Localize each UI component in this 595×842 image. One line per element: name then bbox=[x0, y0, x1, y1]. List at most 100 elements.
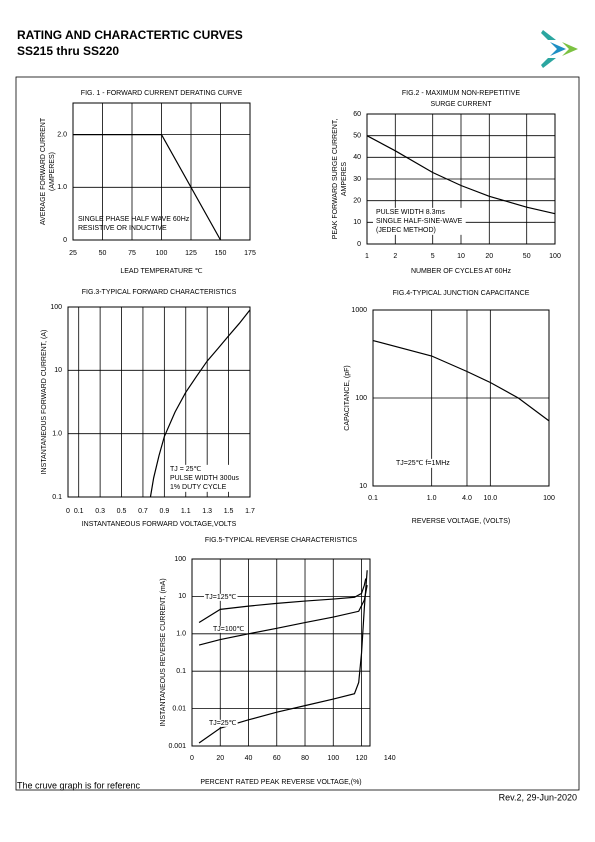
x-axis-label: LEAD TEMPERATURE ℃ bbox=[120, 268, 202, 275]
x-tick-label: 1.7 bbox=[245, 508, 255, 515]
x-tick-label: 4.0 bbox=[462, 495, 472, 502]
annotation-text: PULSE WIDTH 8.3ms bbox=[376, 209, 445, 216]
y-tick-label: 1.0 bbox=[52, 431, 62, 438]
x-tick-label: 1.1 bbox=[181, 508, 191, 515]
x-tick-label: 150 bbox=[215, 250, 227, 257]
chart: FIG.5-TYPICAL REVERSE CHARACTERISTICS 0 20… bbox=[160, 537, 396, 786]
x-axis-label: REVERSE VOLTAGE, (VOLTS) bbox=[412, 518, 510, 525]
header-subtitle: SS215 thru SS220 bbox=[17, 44, 119, 58]
annotation: SINGLE PHASE HALF WAVE 60Hz RESISTIVE OR … bbox=[78, 216, 190, 232]
x-axis-label: INSTANTANEOUS FORWARD VOLTAGE,VOLTS bbox=[82, 521, 237, 528]
series-label: TJ=125℃ bbox=[204, 593, 238, 601]
chart-title: FIG. 1 - FORWARD CURRENT DERATING CURVE bbox=[81, 90, 243, 97]
curve bbox=[198, 578, 367, 624]
annotation-box bbox=[393, 458, 454, 468]
y-tick-label: 50 bbox=[353, 133, 361, 140]
x-tick-label: 100 bbox=[549, 253, 561, 260]
y-axis-label: AMPERES bbox=[341, 162, 348, 197]
series-label-text: TJ=100℃ bbox=[213, 626, 245, 633]
chart-title: FIG.3-TYPICAL FORWARD CHARACTERISTICS bbox=[82, 289, 237, 296]
y-tick-label: 0.01 bbox=[172, 705, 186, 712]
y-tick-label: 30 bbox=[353, 176, 361, 183]
x-axis-label: PERCENT RATED PEAK REVERSE VOLTAGE,(%) bbox=[200, 779, 361, 786]
annotation: PULSE WIDTH 8.3ms SINGLE HALF-SINE-WAVE (J… bbox=[373, 207, 466, 235]
annotation: TJ = 25℃ PULSE WIDTH 300us 1% DUTY CYCLE bbox=[167, 464, 243, 492]
curve bbox=[73, 134, 222, 241]
y-axis-label: PEAK FORWARD SURGE CURRENT, bbox=[332, 119, 339, 240]
annotation-text: (JEDEC METHOD) bbox=[376, 227, 436, 234]
chart-title: FIG.4-TYPICAL JUNCTION CAPACITANCE bbox=[393, 290, 530, 297]
x-tick-label: 175 bbox=[244, 250, 256, 257]
annotation-text: SINGLE PHASE HALF WAVE 60Hz bbox=[78, 216, 190, 223]
y-axis-label: CAPACITANCE, (pF) bbox=[344, 365, 351, 430]
x-tick-label: 20 bbox=[216, 755, 224, 762]
y-tick-label: 0.1 bbox=[52, 494, 62, 501]
series-label-text: TJ=125℃ bbox=[205, 594, 237, 601]
x-tick-label: 120 bbox=[356, 755, 368, 762]
y-tick-label: 10 bbox=[54, 367, 62, 374]
x-tick-label: 0.1 bbox=[368, 495, 378, 502]
y-tick-label: 1.0 bbox=[57, 184, 67, 191]
footer-revision: Rev.2, 29-Jun-2020 bbox=[499, 792, 577, 802]
y-axis-label: (AMPERES) bbox=[49, 152, 56, 191]
x-tick-label: 20 bbox=[485, 253, 493, 260]
chart-title: SURGE CURRENT bbox=[430, 101, 492, 108]
chart: FIG.3-TYPICAL FORWARD CHARACTERISTICS 0 0.… bbox=[41, 289, 255, 528]
x-tick-label: 100 bbox=[327, 755, 339, 762]
y-axis-label: INSTANTANEOUS FORWARD CURRENT, (A) bbox=[41, 330, 48, 475]
page-frame bbox=[15, 76, 580, 791]
annotation-text: RESISTIVE OR INDUCTIVE bbox=[78, 225, 167, 232]
series-label-box bbox=[212, 625, 246, 633]
y-tick-label: 10 bbox=[178, 593, 186, 600]
x-tick-label: 5 bbox=[431, 253, 435, 260]
annotation: TJ=25℃ f=1MHz bbox=[393, 458, 454, 468]
y-tick-label: 2.0 bbox=[57, 131, 67, 138]
y-tick-label: 100 bbox=[355, 395, 367, 402]
y-tick-label: 100 bbox=[50, 304, 62, 311]
curve bbox=[149, 309, 251, 498]
y-tick-label: 1.0 bbox=[176, 631, 186, 638]
series-label: TJ=100℃ bbox=[212, 625, 246, 633]
y-tick-label: 10 bbox=[359, 483, 367, 490]
x-tick-label: 10 bbox=[457, 253, 465, 260]
annotation-text: TJ=25℃ f=1MHz bbox=[396, 460, 450, 467]
x-tick-label: 80 bbox=[301, 755, 309, 762]
curve bbox=[198, 570, 368, 744]
y-tick-label: 0 bbox=[63, 237, 67, 244]
x-tick-label: 1.3 bbox=[202, 508, 212, 515]
chart-title: FIG.5-TYPICAL REVERSE CHARACTERISTICS bbox=[205, 537, 358, 544]
x-tick-label: 40 bbox=[245, 755, 253, 762]
series-label: TJ=25℃ bbox=[208, 719, 238, 727]
chart-title: FIG.2 - MAXIMUM NON-REPETITIVE bbox=[402, 90, 521, 97]
series-label-box bbox=[204, 593, 238, 601]
x-tick-label: 0.9 bbox=[159, 508, 169, 515]
x-tick-label: 140 bbox=[384, 755, 396, 762]
annotation-box bbox=[167, 464, 243, 492]
x-axis-label: NUMBER OF CYCLES AT 60Hz bbox=[411, 268, 512, 275]
x-tick-label: 0.1 bbox=[74, 508, 84, 515]
x-tick-label: 0.7 bbox=[138, 508, 148, 515]
x-tick-label: 50 bbox=[523, 253, 531, 260]
annotation-text: 1% DUTY CYCLE bbox=[170, 484, 227, 491]
y-tick-label: 40 bbox=[353, 154, 361, 161]
series-label-text: TJ=25℃ bbox=[209, 720, 237, 727]
series-label-box bbox=[208, 719, 238, 727]
chart: FIG.4-TYPICAL JUNCTION CAPACITANCE 0.1 1.0… bbox=[344, 290, 555, 525]
annotation-text: SINGLE HALF-SINE-WAVE bbox=[376, 218, 463, 225]
x-tick-label: 0 bbox=[190, 755, 194, 762]
x-tick-label: 10.0 bbox=[484, 495, 498, 502]
x-tick-label: 125 bbox=[185, 250, 197, 257]
x-tick-label: 0.3 bbox=[95, 508, 105, 515]
x-tick-label: 100 bbox=[156, 250, 168, 257]
x-tick-label: 1.0 bbox=[427, 495, 437, 502]
x-tick-label: 60 bbox=[273, 755, 281, 762]
y-axis-label: AVERAGE FORWARD CURRENT bbox=[40, 117, 47, 225]
x-tick-label: 0 bbox=[66, 508, 70, 515]
x-tick-label: 2 bbox=[393, 253, 397, 260]
x-tick-label: 1 bbox=[365, 253, 369, 260]
curve bbox=[366, 135, 556, 215]
header-title: RATING AND CHARACTERTIC CURVES bbox=[17, 28, 243, 42]
y-tick-label: 20 bbox=[353, 198, 361, 205]
y-tick-label: 60 bbox=[353, 111, 361, 118]
